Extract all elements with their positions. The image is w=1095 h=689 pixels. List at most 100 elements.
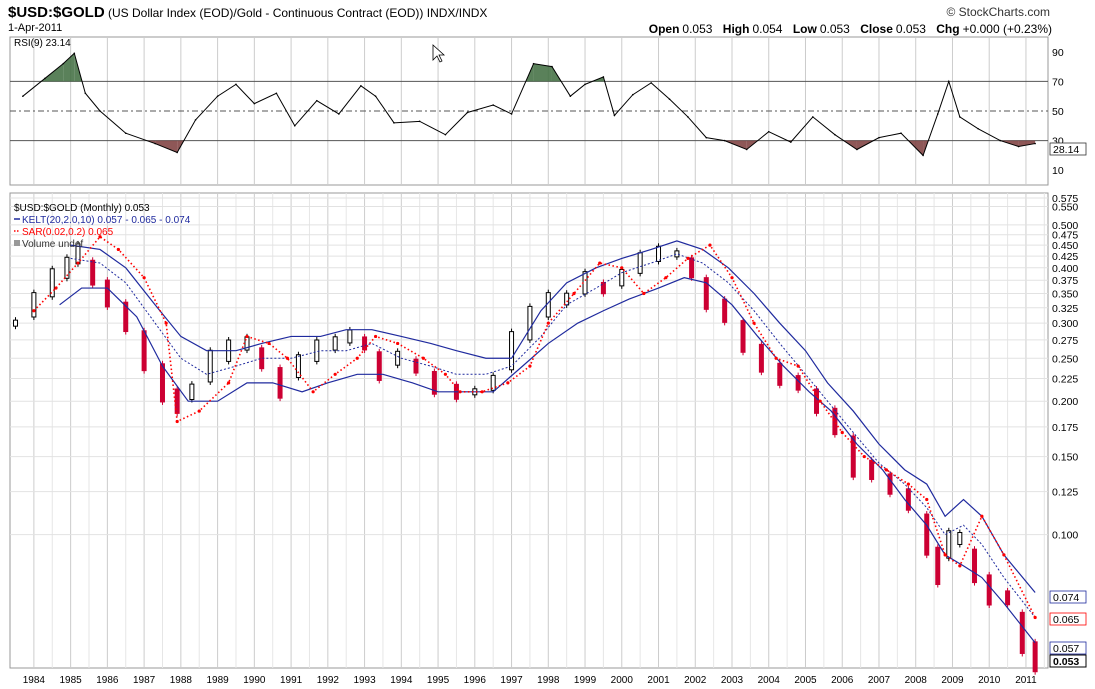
low-value: 0.053 [819,22,850,36]
x-tick-label: 1987 [133,675,156,686]
rsi-point [22,95,24,97]
rsi-point [532,62,535,65]
rsi-point [936,113,939,115]
rsi-point [613,114,616,117]
x-tick-label: 1998 [537,675,560,686]
rsi-point [316,99,318,102]
price-candle-body [413,358,419,374]
price-y-tick-label: 0.325 [1052,303,1078,315]
rsi-y-ticks: 90 70 50 30 10 [1052,47,1064,177]
x-tick-label: 2005 [794,675,817,686]
price-candle-body [740,320,746,353]
rsi-point [154,142,156,145]
rsi-point [510,113,513,115]
rsi-legend: RSI(9) 23.14 [14,38,71,49]
rsi-y-tick-label: 50 [1052,106,1064,118]
rsi-point [84,92,87,95]
rsi-y-tick-label: 10 [1052,165,1064,177]
price-candle-body [376,351,382,381]
keltner-middle-line [70,253,1036,618]
price-candle-body [600,281,606,295]
legend-sar: SAR(0.02,0.2) 0.065 [22,227,114,238]
sar-value: 0.065 [1053,614,1079,626]
price-last-value: 0.053 [1053,656,1079,668]
high-label: High [722,22,750,36]
rsi-oversold-fill [155,140,178,153]
price-y-tick-label: 0.275 [1052,335,1078,347]
rsi-point [977,127,979,130]
x-tick-label: 1990 [243,675,266,686]
price-y-tick-label: 0.150 [1052,452,1078,464]
chart-description: (US Dollar Index (EOD)/Gold - Continuous… [108,6,488,20]
price-candle-body [277,367,283,399]
price-candle-body [332,336,338,351]
rsi-point [999,139,1002,142]
price-candle-body [564,292,570,306]
rsi-point [62,62,65,65]
close-value: 0.053 [895,22,926,36]
rsi-point [922,154,924,157]
rsi-point [834,133,836,136]
price-candle-body [295,354,301,378]
rsi-point [124,132,127,134]
rsi-point [194,119,197,121]
rsi-point [856,148,858,151]
rsi-point [632,93,634,96]
price-candle-body [674,250,680,258]
price-y-tick-label: 0.575 [1052,193,1078,205]
rsi-overbought-fill [533,63,552,82]
x-tick-label: 2011 [1015,675,1037,686]
x-tick-label: 1993 [353,675,376,686]
price-candle-body [832,407,838,436]
price-candle-body [703,277,709,310]
price-candle-body [314,339,320,362]
price-candle-body [1032,641,1038,673]
rsi-point [492,104,494,106]
price-candle-body [935,546,941,586]
price-panel-frame [9,192,1049,669]
price-candle-body [509,331,515,371]
rsi-y-tick-label: 30 [1052,136,1064,148]
rsi-point [551,65,553,68]
rsi-point [812,116,814,118]
price-y-tick-label: 0.425 [1052,251,1078,263]
x-tick-label: 1992 [317,675,340,686]
x-tick-label: 2008 [905,675,928,686]
rsi-line-group [22,52,1036,157]
rsi-point [360,85,362,87]
price-y-tick-label: 0.475 [1052,230,1078,242]
high-value: 0.054 [752,22,783,36]
price-candle-body [1005,590,1011,606]
keltner-lower-line [59,277,1036,644]
price-y-tick-label: 0.125 [1052,487,1078,499]
x-tick-label: 2001 [647,675,670,686]
price-candle-body [777,362,783,386]
x-tick-label: 2009 [941,675,964,686]
low-label: Low [792,22,817,36]
rsi-point [723,139,726,142]
rsi-point [293,125,296,127]
rsi-oversold-fill [1018,140,1036,147]
price-grid [10,193,1048,668]
price-candle-body [887,473,893,495]
price-candle-body [13,319,19,327]
x-tick-label: 2007 [868,675,891,686]
rsi-point [99,110,101,112]
price-candle-body [972,548,978,584]
chg-value: +0.000 (+0.23%) [962,22,1052,36]
price-candle-body [189,383,195,401]
sar-line [33,235,1036,618]
x-tick-label: 2003 [721,675,744,686]
price-candle-body [814,388,820,414]
open-value: 0.053 [682,22,713,36]
keltner-upper-value: 0.074 [1053,592,1079,604]
rsi-point [745,148,748,151]
rsi-last-value: 28.14 [1053,144,1079,156]
x-tick-label: 1991 [280,675,303,686]
price-candle-body [957,531,963,545]
price-candle-body [141,330,147,372]
rsi-point [1034,142,1036,145]
keltner-upper-tag: 0.074 [1049,590,1087,604]
sar-dot [598,261,602,265]
